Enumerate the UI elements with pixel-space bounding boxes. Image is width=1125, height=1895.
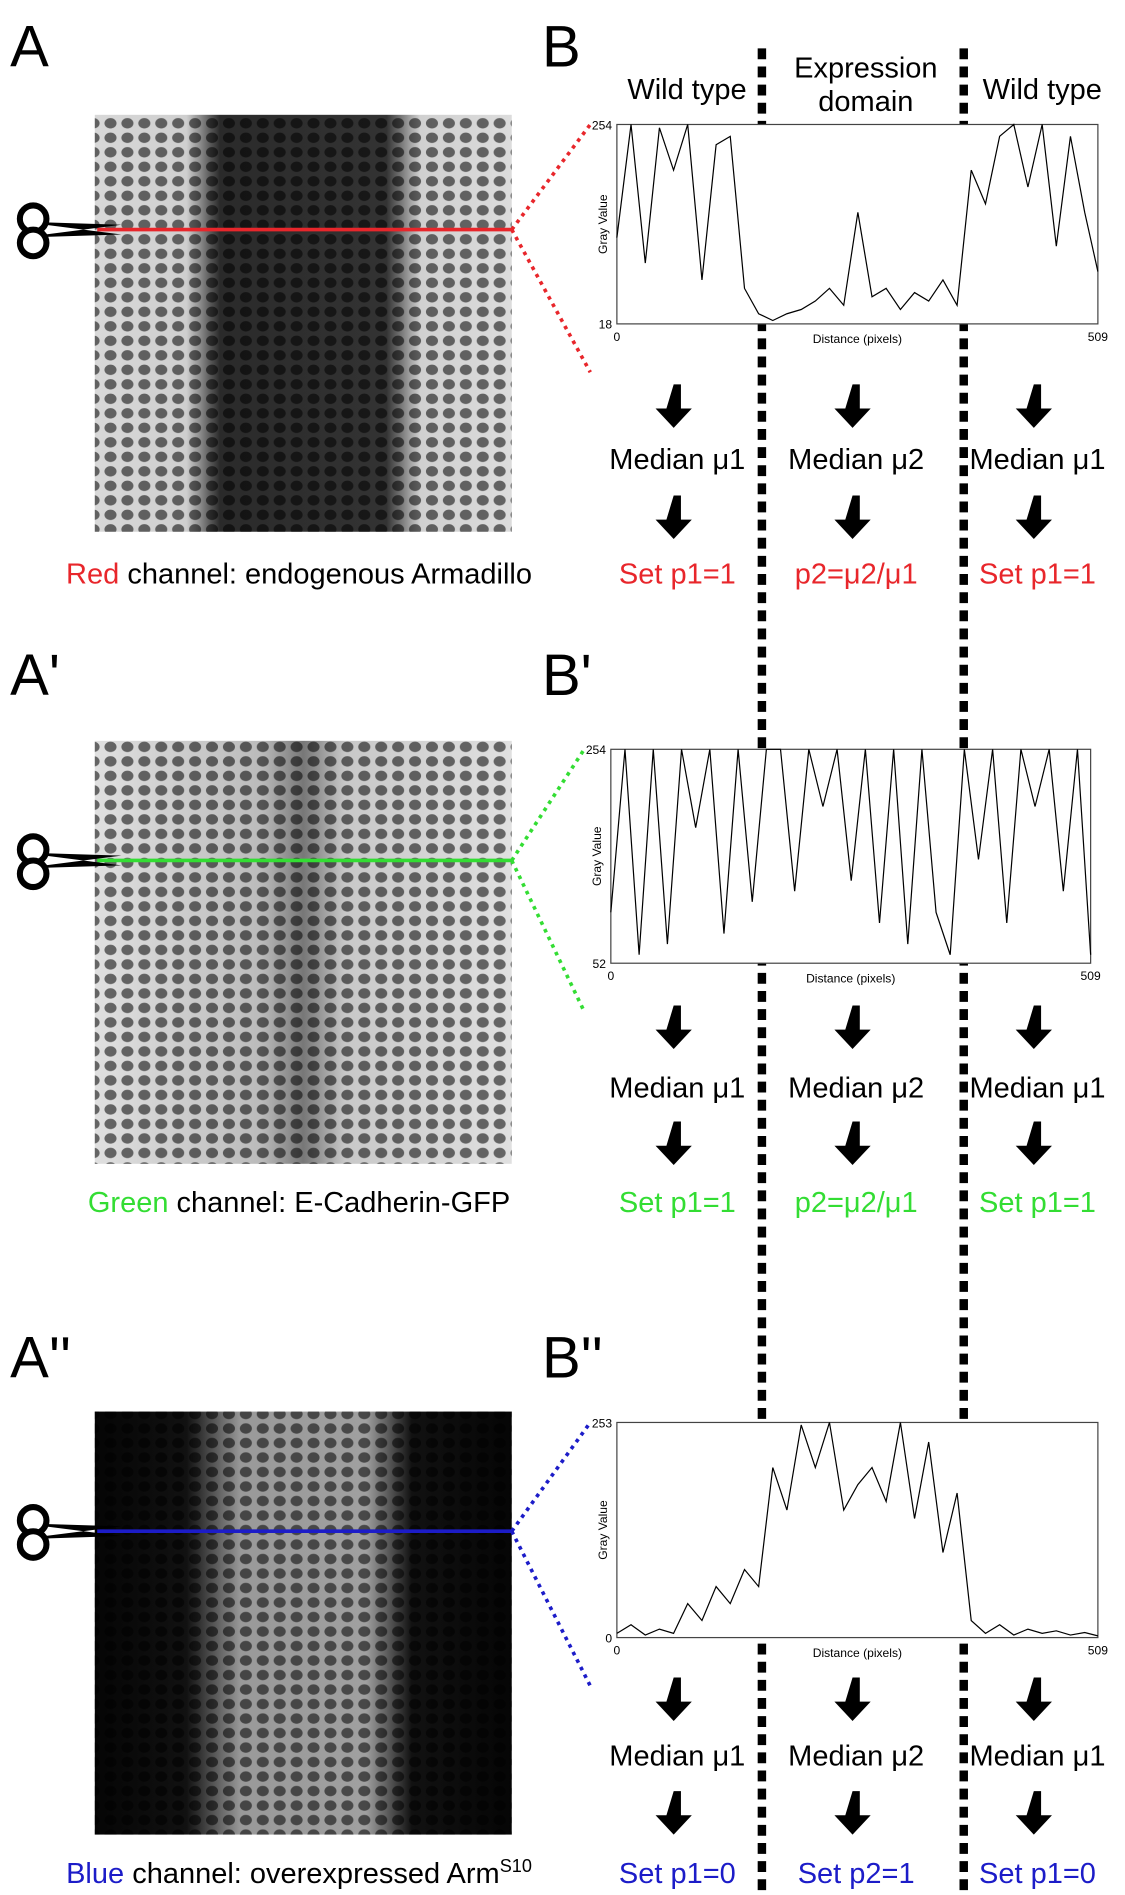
result-label: Set p1=0 [619, 1858, 736, 1890]
channel-name: Green [88, 1187, 169, 1219]
scissors-blade [45, 1523, 122, 1539]
micrograph-texture [94, 1411, 512, 1835]
arrow [655, 1791, 692, 1835]
x-axis-label: Distance (pixels) [813, 332, 902, 346]
zoom-line [510, 1421, 592, 1533]
x-axis-label: Distance (pixels) [806, 972, 895, 986]
channel-caption: Blue channel: overexpressed ArmS10 [66, 1856, 532, 1890]
y-axis-label: Gray Value [590, 826, 604, 886]
median-label: Median μ1 [609, 1072, 745, 1104]
channel-name: Blue [66, 1858, 124, 1890]
median-label: Median μ2 [788, 1741, 924, 1773]
panel-label: B [542, 14, 581, 79]
result-label: p2=μ2/μ1 [795, 1187, 918, 1219]
panel-label: A [10, 14, 49, 79]
result-label: Set p1=1 [979, 559, 1096, 591]
intensity-profile [616, 1422, 1099, 1637]
scissors-icon [16, 1504, 122, 1561]
scissors-ring [16, 857, 50, 891]
micrograph-texture [94, 740, 512, 1164]
plot-frame [610, 748, 1092, 964]
channel-description: channel: endogenous Armadillo [119, 559, 532, 591]
zoom-line [510, 123, 592, 231]
channel-caption: Green channel: E-Cadherin-GFP [88, 1187, 510, 1219]
y-tick-label: 52 [593, 957, 607, 971]
x-tick-label: 0 [614, 1643, 621, 1657]
plot-frame [616, 123, 1099, 325]
zoom-line [510, 859, 586, 1013]
median-label: Median μ1 [969, 1072, 1105, 1104]
arrow [1015, 1121, 1052, 1166]
arrow [1015, 495, 1052, 540]
median-label: Median μ2 [788, 444, 924, 476]
arrow [834, 1677, 871, 1721]
column-header: Wild type [983, 74, 1102, 106]
scissors-ring [16, 226, 50, 260]
column-header: Expression [794, 52, 937, 84]
x-tick-label: 509 [1088, 330, 1108, 344]
arrow [834, 1121, 871, 1166]
result-label: Set p1=1 [619, 1187, 736, 1219]
arrow [1015, 1005, 1052, 1050]
arrow [1015, 1677, 1052, 1721]
arrow [834, 1791, 871, 1835]
x-tick-label: 0 [614, 330, 621, 344]
zoom-line [510, 748, 586, 862]
x-axis-label: Distance (pixels) [813, 1646, 902, 1660]
channel-description: channel: overexpressed Arm [124, 1858, 500, 1890]
y-tick-label: 253 [592, 1416, 612, 1430]
superscript: S10 [500, 1856, 532, 1876]
result-label: Set p1=1 [619, 559, 736, 591]
zoom-line [510, 1530, 592, 1687]
panel-label: B' [542, 643, 592, 708]
channel-name: Red [66, 559, 119, 591]
arrow [655, 1121, 692, 1166]
intensity-profile [616, 123, 1099, 322]
x-tick-label: 509 [1081, 969, 1101, 983]
y-tick-label: 18 [599, 318, 613, 332]
arrow [655, 495, 692, 540]
median-label: Median μ1 [609, 444, 745, 476]
result-label: p2=μ2/μ1 [795, 559, 918, 591]
y-tick-label: 254 [586, 743, 606, 757]
zoom-line [510, 228, 592, 374]
arrow [834, 495, 871, 540]
panel-label: B'' [542, 1326, 603, 1391]
y-tick-label: 0 [605, 1631, 612, 1645]
plot-frame [616, 1421, 1099, 1639]
x-tick-label: 509 [1088, 1643, 1108, 1657]
arrow [834, 384, 871, 428]
y-axis-label: Gray Value [596, 1500, 610, 1560]
median-label: Median μ1 [609, 1741, 745, 1773]
result-label: Set p1=0 [979, 1858, 1096, 1890]
intensity-profile [610, 748, 1092, 955]
panel-label: A'' [10, 1326, 71, 1391]
arrow [655, 1005, 692, 1050]
arrow [1015, 1791, 1052, 1835]
scissors-ring [16, 1528, 50, 1561]
median-label: Median μ1 [969, 1741, 1105, 1773]
arrow [655, 384, 692, 428]
x-tick-label: 0 [607, 969, 614, 983]
arrow [655, 1677, 692, 1721]
y-axis-label: Gray Value [596, 194, 610, 254]
column-header: Wild type [627, 74, 746, 106]
arrow [1015, 384, 1052, 428]
arrow [834, 1005, 871, 1050]
column-header: domain [818, 86, 913, 118]
channel-caption: Red channel: endogenous Armadillo [66, 559, 532, 591]
y-tick-label: 254 [592, 118, 612, 132]
median-label: Median μ1 [969, 444, 1105, 476]
result-label: Set p1=1 [979, 1187, 1096, 1219]
panel-label: A' [10, 643, 60, 708]
channel-description: channel: E-Cadherin-GFP [168, 1187, 510, 1219]
result-label: Set p2=1 [798, 1858, 915, 1890]
micrograph-texture [94, 114, 512, 532]
median-label: Median μ2 [788, 1072, 924, 1104]
